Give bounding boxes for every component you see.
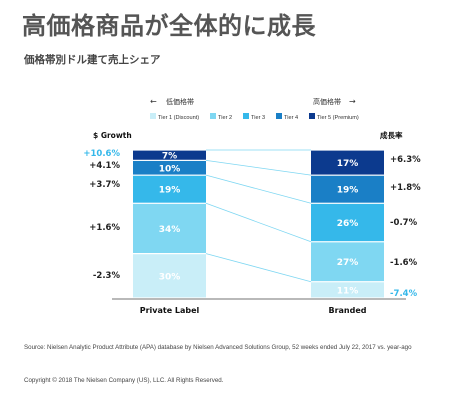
- legend-swatch: [243, 113, 249, 119]
- bar-segment: [133, 203, 206, 253]
- left-axis-title: $ Growth: [93, 131, 132, 140]
- bar-segment: [311, 150, 384, 175]
- left-growth-label: +1.6%: [89, 223, 120, 233]
- legend-label: Tier 4: [284, 115, 298, 121]
- segment-value-label: 19%: [159, 186, 181, 196]
- right-growth-label: -1.6%: [390, 258, 418, 268]
- segment-value-label: 10%: [159, 164, 181, 174]
- page-title: 高価格商品が全体的に成長: [22, 12, 316, 40]
- page-subtitle: 価格帯別ドル建て売上シェア: [24, 54, 161, 66]
- connector-line: [205, 202, 312, 243]
- segment-value-label: 11%: [337, 286, 359, 296]
- copyright-note: Copyright © 2018 The Nielsen Company (US…: [24, 377, 224, 384]
- right-growth-label: +1.8%: [390, 183, 421, 193]
- right-growth-label: +6.3%: [390, 155, 421, 165]
- connector-line: [205, 174, 312, 204]
- segment-value-label: 7%: [162, 152, 177, 162]
- bar-segment: [311, 282, 384, 298]
- legend-label: Tier 5 (Premium): [317, 115, 359, 121]
- legend-label: Tier 3: [251, 115, 265, 121]
- segment-value-label: 30%: [159, 272, 181, 282]
- bar-segment: [133, 254, 206, 298]
- legend-swatch: [150, 113, 156, 119]
- bar-segment: [311, 203, 384, 242]
- right-axis-title: 成長率: [380, 130, 403, 140]
- left-growth-label: -2.3%: [93, 271, 121, 281]
- segment-value-label: 19%: [337, 186, 359, 196]
- bar-segment: [133, 160, 206, 175]
- arrow-left-icon: ←: [150, 97, 157, 106]
- connector-line: [205, 159, 312, 176]
- right-growth-label: -0.7%: [390, 218, 418, 228]
- segment-value-label: 34%: [159, 225, 181, 235]
- bar-segment: [133, 175, 206, 203]
- bar-segment: [133, 150, 206, 160]
- connector-line: [205, 253, 312, 283]
- source-note: Source: Nielsen Analytic Product Attribu…: [24, 344, 412, 351]
- segment-value-label: 27%: [337, 258, 359, 268]
- right-growth-label: -7.4%: [390, 289, 418, 299]
- arrow-right-icon: →: [349, 97, 356, 106]
- legend-swatch: [276, 113, 282, 119]
- arrow-left-label: 低価格帯: [166, 97, 194, 106]
- segment-value-label: 26%: [337, 219, 359, 229]
- left-growth-label: +10.6%: [83, 149, 120, 159]
- bar-segment: [311, 242, 384, 282]
- left-growth-label: +3.7%: [89, 180, 120, 190]
- segment-value-label: 17%: [337, 159, 359, 169]
- category-label: Branded: [328, 306, 366, 315]
- bar-segment: [311, 175, 384, 203]
- legend-swatch: [309, 113, 315, 119]
- legend-label: Tier 2: [218, 115, 232, 121]
- arrow-right-label: 高価格帯: [313, 97, 341, 106]
- left-growth-label: +4.1%: [89, 161, 120, 171]
- legend-swatch: [210, 113, 216, 119]
- legend-label: Tier 1 (Discount): [158, 115, 199, 121]
- category-label: Private Label: [140, 306, 200, 315]
